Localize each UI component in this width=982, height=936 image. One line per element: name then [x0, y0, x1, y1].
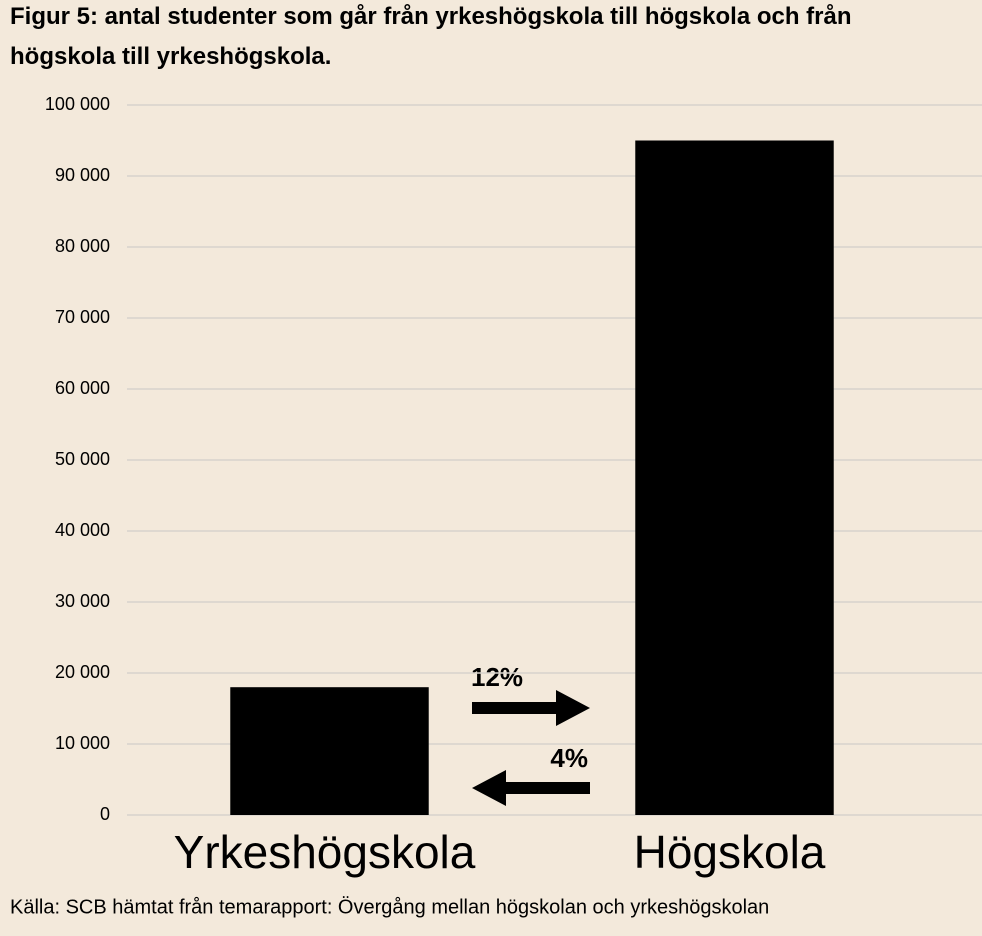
- y-tick-label: 100 000: [45, 94, 110, 114]
- chart-title: Figur 5: antal studenter som går från yr…: [10, 3, 852, 70]
- y-tick-label: 10 000: [55, 733, 110, 753]
- arrow-right: [472, 690, 590, 726]
- y-tick-label: 80 000: [55, 236, 110, 256]
- y-tick-label: 70 000: [55, 307, 110, 327]
- bar: [635, 140, 834, 815]
- y-tick-label: 60 000: [55, 378, 110, 398]
- arrow-left: [472, 770, 590, 806]
- x-tick-label: Högskola: [634, 826, 826, 878]
- y-tick-label: 40 000: [55, 520, 110, 540]
- y-tick-label: 30 000: [55, 591, 110, 611]
- bar: [230, 687, 429, 815]
- y-tick-label: 90 000: [55, 165, 110, 185]
- annotation: 12%: [471, 662, 523, 692]
- y-tick-label: 50 000: [55, 449, 110, 469]
- arrows: [472, 690, 590, 806]
- x-tick-label: Yrkeshögskola: [174, 826, 476, 878]
- y-tick-label: 20 000: [55, 662, 110, 682]
- annotation: 4%: [550, 743, 588, 773]
- y-tick-label: 0: [100, 804, 110, 824]
- source: Källa: SCB hämtat från temarapport: Över…: [10, 896, 769, 918]
